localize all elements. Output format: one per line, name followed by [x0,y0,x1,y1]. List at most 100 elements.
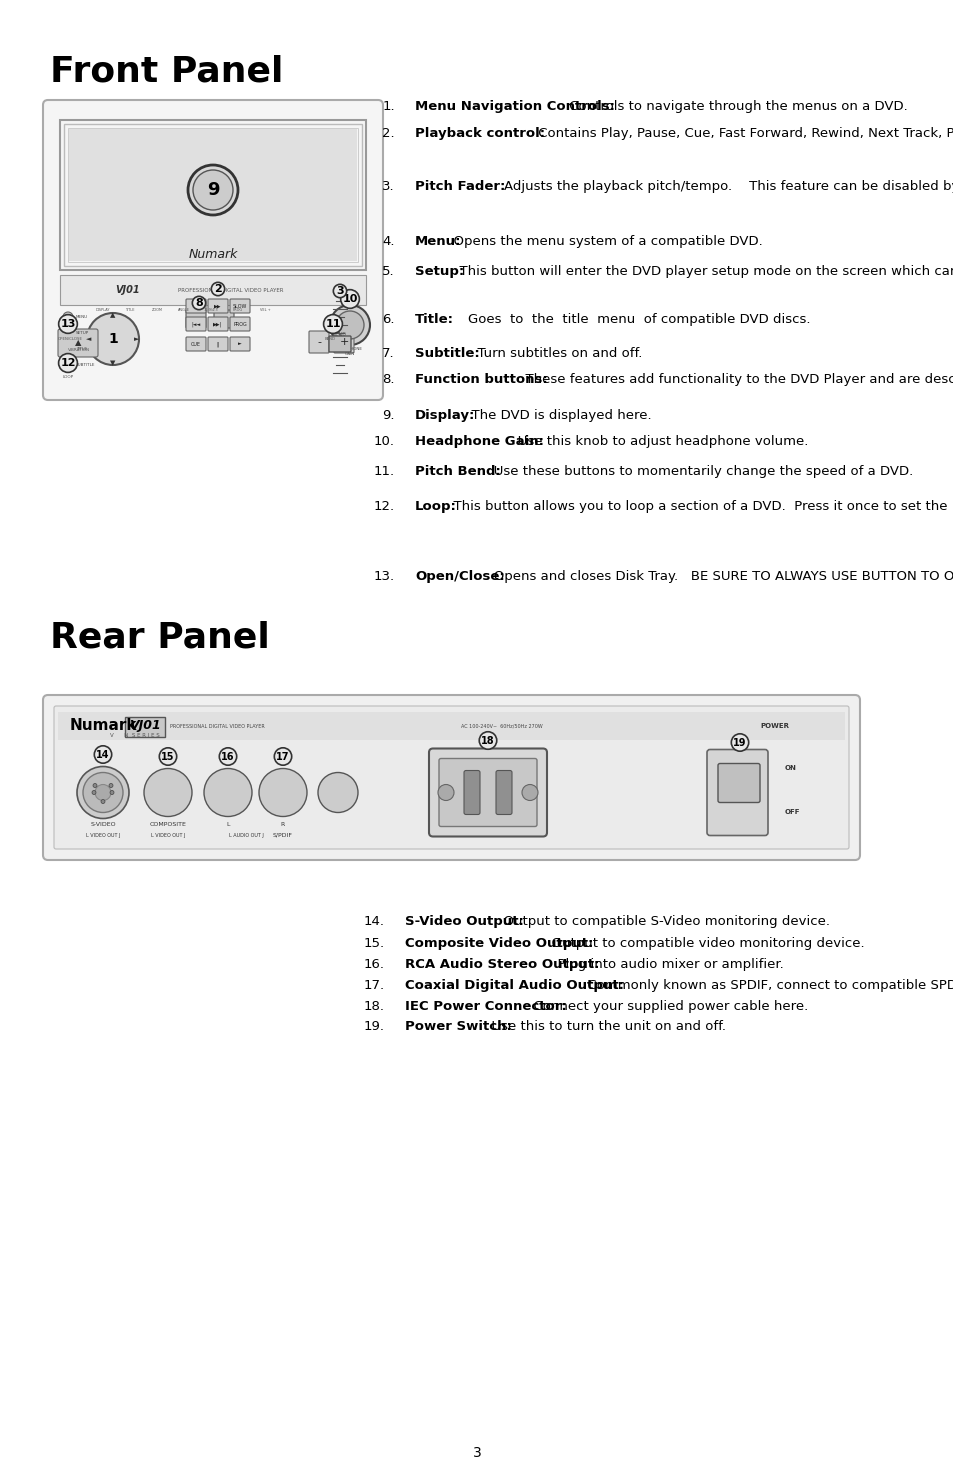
Text: ◄: ◄ [86,336,91,342]
Text: 13.: 13. [374,569,395,583]
Text: Goes  to  the  title  menu  of compatible DVD discs.: Goes to the title menu of compatible DVD… [451,313,810,326]
FancyBboxPatch shape [496,770,512,814]
Text: 12: 12 [60,358,75,367]
Circle shape [211,776,245,810]
Text: 8: 8 [195,298,203,308]
Text: OFF: OFF [784,810,800,816]
Text: TITLE: TITLE [125,308,134,313]
Text: 10.: 10. [374,435,395,448]
Circle shape [144,768,192,817]
Circle shape [110,791,113,795]
Text: LOOP: LOOP [62,375,73,379]
Text: Opens the menu system of a compatible DVD.: Opens the menu system of a compatible DV… [444,235,762,248]
Text: IEC Power Connector:: IEC Power Connector: [405,1000,566,1013]
Text: Opens and closes Disk Tray.   BE SURE TO ALWAYS USE BUTTON TO OPEN AND CLOSE.: Opens and closes Disk Tray. BE SURE TO A… [480,569,953,583]
Text: 2: 2 [213,285,222,294]
Text: Function buttons:: Function buttons: [415,373,547,386]
Circle shape [275,786,290,799]
Text: This button will enter the DVD player setup mode on the screen which can  be  na: This button will enter the DVD player se… [451,266,953,277]
Text: PROG: PROG [233,308,243,313]
Text: 17.: 17. [363,979,385,993]
Text: 4.: 4. [382,235,395,248]
Circle shape [63,360,73,370]
Text: |◄◄: |◄◄ [192,322,200,327]
Text: +: + [339,336,349,347]
Text: ◄◄: ◄◄ [193,304,199,308]
Text: Pitch Fader:: Pitch Fader: [415,180,505,193]
Text: 11: 11 [325,319,340,329]
Text: ►: ► [238,342,242,347]
Circle shape [324,779,352,807]
Circle shape [92,783,97,788]
Text: 14: 14 [96,749,110,760]
Circle shape [95,785,111,801]
Circle shape [258,768,307,817]
Text: 3: 3 [335,286,343,296]
Text: ▶▶: ▶▶ [214,304,221,308]
Text: S-VIDEO: S-VIDEO [91,823,115,827]
Text: PROFESSIONAL DIGITAL VIDEO PLAYER: PROFESSIONAL DIGITAL VIDEO PLAYER [178,288,283,292]
Text: Connect your supplied power cable here.: Connect your supplied power cable here. [524,1000,807,1013]
Text: RCA Audio Stereo Output:: RCA Audio Stereo Output: [405,957,598,971]
FancyBboxPatch shape [54,707,848,850]
Text: POWER: POWER [760,723,789,729]
Text: Playback control:: Playback control: [415,127,544,140]
Text: Use these buttons to momentarily change the speed of a DVD.: Use these buttons to momentarily change … [480,465,912,478]
Text: Subtitle:: Subtitle: [415,347,479,360]
FancyBboxPatch shape [429,748,546,836]
Circle shape [521,785,537,801]
Circle shape [193,170,233,209]
Text: 16:9/4:3: 16:9/4:3 [204,308,218,313]
Text: ▶▶|: ▶▶| [213,322,222,327]
Text: 16: 16 [221,751,234,761]
Text: Adjusts the playback pitch/tempo.    This feature can be disabled by pressing th: Adjusts the playback pitch/tempo. This f… [486,180,953,193]
Text: ►: ► [134,336,139,342]
FancyBboxPatch shape [706,749,767,835]
Circle shape [437,785,454,801]
Text: Commonly known as SPDIF, connect to compatible SPDIF decoder.: Commonly known as SPDIF, connect to comp… [578,979,953,993]
Circle shape [77,767,129,819]
FancyBboxPatch shape [230,336,250,351]
Text: 18.: 18. [364,1000,385,1013]
Text: ▲: ▲ [74,338,81,348]
Text: S-Video Output:: S-Video Output: [405,914,523,928]
Text: Numark: Numark [70,718,136,733]
Text: PROFESSIONAL DIGITAL VIDEO PLAYER: PROFESSIONAL DIGITAL VIDEO PLAYER [170,724,265,729]
Circle shape [330,305,370,345]
Text: Loop:: Loop: [415,500,456,513]
Circle shape [63,344,73,354]
Text: ▼: ▼ [111,360,115,366]
Text: ||: || [216,341,219,347]
Text: DISPLAY: DISPLAY [95,308,111,313]
Text: Output to compatible S-Video monitoring device.: Output to compatible S-Video monitoring … [495,914,829,928]
FancyBboxPatch shape [334,330,354,353]
Text: Controls to navigate through the menus on a DVD.: Controls to navigate through the menus o… [564,100,907,114]
FancyBboxPatch shape [309,330,329,353]
FancyBboxPatch shape [43,695,859,860]
Circle shape [151,776,185,810]
Text: 18: 18 [480,736,495,745]
FancyBboxPatch shape [58,329,98,357]
Text: VIBRATION: VIBRATION [68,348,90,353]
Text: 3: 3 [472,1446,481,1460]
Text: GAIN: GAIN [345,353,355,355]
Circle shape [335,311,364,339]
Text: Title:: Title: [415,313,454,326]
Text: -: - [316,336,320,347]
Text: Output to compatible video monitoring device.: Output to compatible video monitoring de… [542,937,863,950]
FancyBboxPatch shape [186,317,206,330]
Circle shape [266,776,299,810]
FancyBboxPatch shape [213,310,233,327]
Text: 2.: 2. [382,127,395,140]
Text: 5.: 5. [382,266,395,277]
Text: TITLE: TITLE [76,347,87,351]
Text: Turn subtitles on and off.: Turn subtitles on and off. [469,347,641,360]
Circle shape [161,786,174,799]
Text: Pitch Bend:: Pitch Bend: [415,465,500,478]
Circle shape [101,799,105,804]
Text: SUBTITLE: SUBTITLE [76,363,95,367]
Text: HEADPHONE: HEADPHONE [336,347,363,351]
FancyBboxPatch shape [230,299,250,313]
Text: CUE: CUE [191,342,201,347]
FancyBboxPatch shape [329,336,351,353]
